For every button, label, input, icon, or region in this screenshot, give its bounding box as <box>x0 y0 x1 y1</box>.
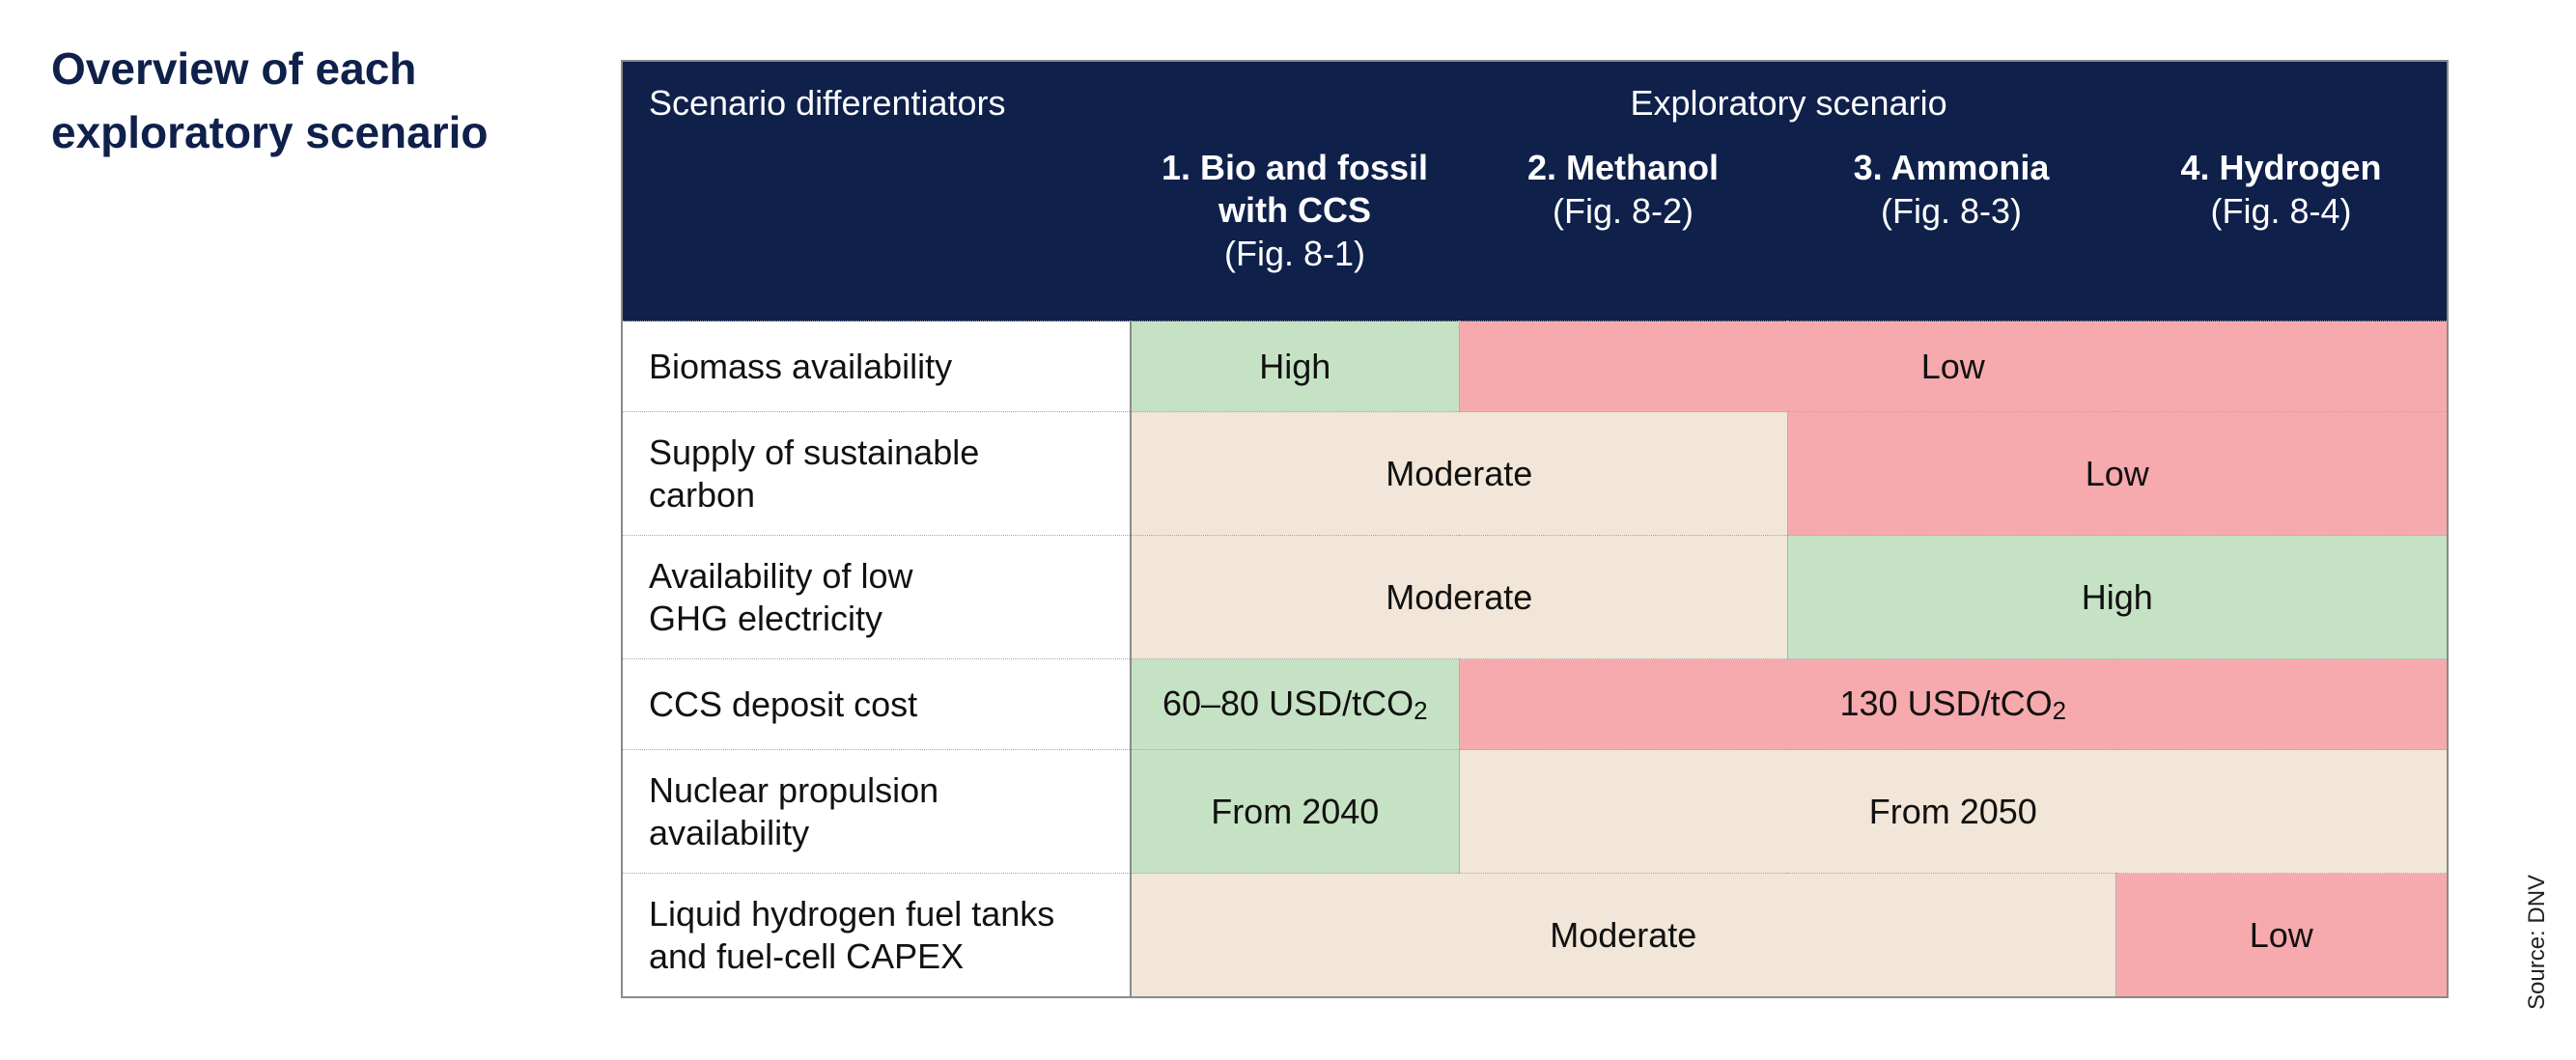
row-label-line: Liquid hydrogen fuel tanks <box>649 893 1055 934</box>
scenario-header-1: 1. Bio and fossil with CCS (Fig. 8-1) <box>1131 145 1459 321</box>
level-cell: Low <box>1786 411 2449 536</box>
row-label-biomass-availability: Biomass availability <box>622 321 1132 412</box>
header-empty-cell <box>622 145 1131 321</box>
page-title: Overview of each exploratory scenario <box>51 37 553 164</box>
table-row: CCS deposit cost 60–80 USD/tCO2 130 USD/… <box>622 658 2449 750</box>
scenario-name: 4. Hydrogen <box>2180 148 2382 187</box>
table-header-row: Scenario differentiators Exploratory sce… <box>622 61 2449 145</box>
row-label-supply-of-sustainable-carbon: Supply of sustainable carbon <box>622 411 1132 536</box>
scenario-name: 3. Ammonia <box>1853 148 2050 187</box>
row-label-line: availability <box>649 812 810 852</box>
cell-value: 130 USD/tCO <box>1839 683 2053 723</box>
row-label-line: Nuclear propulsion <box>649 769 939 810</box>
scenario-figure-ref: (Fig. 8-2) <box>1552 191 1694 231</box>
row-label-line: Availability of low <box>649 555 913 596</box>
row-label-line: and fuel-cell CAPEX <box>649 935 965 976</box>
row-label-line: GHG electricity <box>649 598 883 638</box>
scenario-names-row: 1. Bio and fossil with CCS (Fig. 8-1) 2.… <box>622 145 2449 321</box>
row-label-ccs-deposit-cost: CCS deposit cost <box>622 658 1132 750</box>
header-exploratory-scenario: Exploratory scenario <box>1131 61 2449 145</box>
subscript: 2 <box>2052 697 2067 725</box>
cell-value: 60–80 USD/tCO <box>1162 683 1414 723</box>
row-label-line: CCS deposit cost <box>649 683 918 724</box>
level-cell: From 2050 <box>1458 749 2449 874</box>
level-cell: Moderate <box>1130 411 1787 536</box>
level-cell: High <box>1130 321 1459 412</box>
scenario-name: 2. Methanol <box>1526 148 1720 187</box>
level-cell: 130 USD/tCO2 <box>1458 658 2449 750</box>
table-row: Liquid hydrogen fuel tanks and fuel-cell… <box>622 873 2449 997</box>
scenario-figure-ref: (Fig. 8-1) <box>1223 234 1366 273</box>
page-title-line-2: exploratory scenario <box>51 107 489 157</box>
level-cell: Low <box>1458 321 2449 412</box>
level-cell: Moderate <box>1130 873 2115 997</box>
row-label-availability-of-low-ghg-electricity: Availability of low GHG electricity <box>622 535 1132 659</box>
scenario-figure-ref: (Fig. 8-3) <box>1880 191 2023 231</box>
table-row: Biomass availability High Low <box>622 321 2449 412</box>
scenario-header-4: 4. Hydrogen (Fig. 8-4) <box>2115 145 2449 321</box>
table-row: Nuclear propulsion availability From 204… <box>622 749 2449 874</box>
header-scenario-differentiators: Scenario differentiators <box>622 61 1131 145</box>
row-label-nuclear-propulsion-availability: Nuclear propulsion availability <box>622 749 1132 874</box>
row-label-line: carbon <box>649 474 756 515</box>
level-cell: High <box>1786 535 2449 659</box>
row-label-line: Biomass availability <box>649 346 953 386</box>
level-cell: From 2040 <box>1130 749 1459 874</box>
table-row: Availability of low GHG electricity Mode… <box>622 535 2449 659</box>
source-note: Source: DNV <box>2524 874 2550 1010</box>
row-label-liquid-hydrogen-fuel-tanks-capex: Liquid hydrogen fuel tanks and fuel-cell… <box>622 873 1132 997</box>
level-cell: Low <box>2114 873 2449 997</box>
level-cell: Moderate <box>1130 535 1787 659</box>
scenario-name: 1. Bio and fossil with CCS <box>1161 148 1429 230</box>
table-row: Supply of sustainable carbon Moderate Lo… <box>622 411 2449 536</box>
subscript: 2 <box>1414 697 1428 725</box>
scenario-figure-ref: (Fig. 8-4) <box>2210 191 2352 231</box>
level-cell: 60–80 USD/tCO2 <box>1130 658 1459 750</box>
page-title-line-1: Overview of each <box>51 43 417 94</box>
scenario-header-2: 2. Methanol (Fig. 8-2) <box>1459 145 1787 321</box>
scenario-overview-table: Scenario differentiators Exploratory sce… <box>621 60 2450 998</box>
scenario-header-3: 3. Ammonia (Fig. 8-3) <box>1787 145 2115 321</box>
row-label-line: Supply of sustainable <box>649 432 980 472</box>
